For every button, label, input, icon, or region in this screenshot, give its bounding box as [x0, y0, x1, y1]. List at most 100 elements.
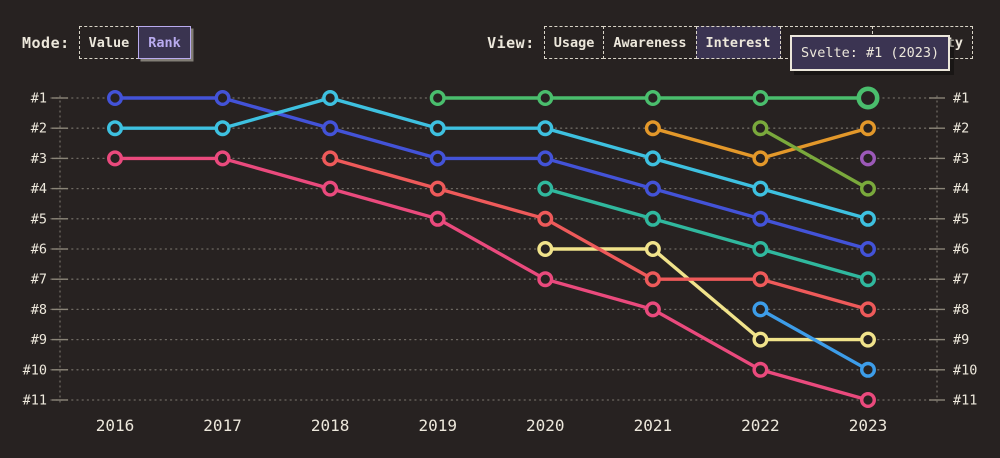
rank-label-right: #9: [953, 332, 969, 348]
data-point: [859, 180, 876, 197]
series-line: [113, 96, 870, 221]
view-control: View: Usage Awareness Interest Retention…: [487, 26, 973, 59]
rank-label-left: #4: [31, 181, 47, 197]
data-point: [429, 120, 446, 137]
data-point: [644, 89, 661, 106]
data-point: [537, 240, 554, 257]
data-point: [752, 210, 769, 227]
chart-tooltip: Svelte: #1 (2023): [790, 35, 951, 71]
year-label: 2021: [634, 416, 673, 435]
mode-option-rank[interactable]: Rank: [138, 26, 191, 59]
rank-label-left: #6: [31, 242, 47, 258]
view-option-usage[interactable]: Usage: [543, 26, 605, 59]
data-point: [429, 210, 446, 227]
data-point: [429, 180, 446, 197]
data-point: [644, 120, 661, 137]
data-point: [644, 301, 661, 318]
series-line: [328, 156, 870, 312]
data-point: [537, 89, 554, 106]
data-point: [537, 210, 554, 227]
data-point: [644, 240, 661, 257]
data-point: [537, 150, 554, 167]
rank-label-left: #2: [31, 121, 47, 137]
rank-label-left: #3: [31, 151, 47, 167]
data-point: [644, 180, 661, 197]
data-point: [752, 271, 769, 288]
data-point: [106, 150, 123, 167]
data-point: [322, 180, 339, 197]
series-line: [113, 96, 870, 251]
data-point: [752, 150, 769, 167]
data-point: [214, 89, 231, 106]
data-point: [859, 331, 876, 348]
series-line: [758, 307, 870, 372]
year-label: 2019: [418, 416, 457, 435]
data-point: [537, 271, 554, 288]
series-line: [543, 186, 870, 281]
data-point: [537, 120, 554, 137]
rank-label-left: #7: [31, 272, 47, 288]
mode-button-group: Value Rank: [78, 26, 191, 59]
rank-label-left: #1: [31, 91, 47, 107]
rank-label-right: #3: [953, 151, 969, 167]
rank-label-left: #8: [31, 302, 47, 318]
data-point: [752, 89, 769, 106]
rank-label-right: #5: [953, 211, 969, 227]
rank-label-right: #8: [953, 302, 969, 318]
data-point: [322, 150, 339, 167]
data-point: [859, 271, 876, 288]
rank-label-right: #11: [953, 393, 977, 409]
rank-label-right: #1: [953, 91, 969, 107]
data-point: [106, 89, 123, 106]
data-point: [752, 240, 769, 257]
rank-label-right: #10: [953, 362, 977, 378]
data-point: [644, 150, 661, 167]
data-point: [859, 301, 876, 318]
rank-label-right: #6: [953, 242, 969, 258]
year-label: 2016: [96, 416, 135, 435]
data-point: [322, 120, 339, 137]
rank-label-left: #9: [31, 332, 47, 348]
data-point: [214, 150, 231, 167]
year-label: 2022: [741, 416, 780, 435]
data-point: [214, 120, 231, 137]
year-label: 2020: [526, 416, 565, 435]
data-point: [322, 89, 339, 106]
data-point: [859, 392, 876, 409]
view-option-interest[interactable]: Interest: [695, 26, 781, 59]
rank-label-right: #4: [953, 181, 969, 197]
rank-label-left: #10: [23, 362, 47, 378]
rank-label-right: #2: [953, 121, 969, 137]
data-point: [644, 271, 661, 288]
series-line: [758, 126, 870, 191]
data-point: [752, 120, 769, 137]
data-point: [859, 150, 876, 167]
highlighted-data-point: [856, 86, 880, 110]
year-label: 2018: [311, 416, 350, 435]
year-label: 2017: [203, 416, 242, 435]
tooltip-text: Svelte: #1 (2023): [801, 45, 940, 61]
mode-option-value[interactable]: Value: [78, 26, 140, 59]
data-point: [859, 120, 876, 137]
data-point: [752, 301, 769, 318]
mode-control: Mode: Value Rank: [22, 26, 191, 59]
data-point: [429, 150, 446, 167]
data-point: [859, 210, 876, 227]
data-point: [644, 210, 661, 227]
data-point: [106, 120, 123, 137]
data-point: [429, 89, 446, 106]
data-point: [752, 180, 769, 197]
data-point: [752, 331, 769, 348]
mode-label: Mode:: [22, 33, 70, 52]
view-option-awareness[interactable]: Awareness: [603, 26, 697, 59]
year-label: 2023: [849, 416, 888, 435]
rank-label-right: #7: [953, 272, 969, 288]
view-label: View:: [487, 33, 535, 52]
data-point: [859, 361, 876, 378]
rank-label-left: #11: [23, 393, 47, 409]
data-point: [752, 361, 769, 378]
rank-label-left: #5: [31, 211, 47, 227]
series-line: [113, 156, 870, 402]
